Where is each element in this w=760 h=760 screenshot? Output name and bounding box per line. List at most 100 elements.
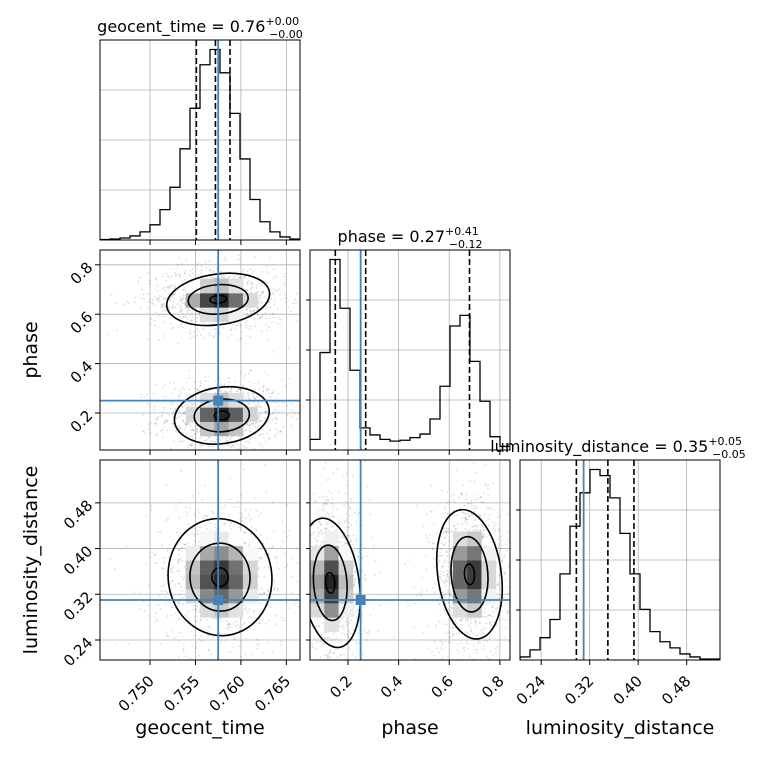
sample-point <box>259 602 261 604</box>
panel-title: luminosity_distance = 0.35+0.05 −0.05 <box>490 435 746 461</box>
sample-point <box>166 286 169 288</box>
sample-point <box>468 502 470 505</box>
sample-point <box>473 525 476 528</box>
sample-point <box>177 617 180 620</box>
sample-point <box>448 582 451 584</box>
sample-point <box>183 285 186 288</box>
sample-point <box>441 530 444 533</box>
sample-point <box>317 509 319 512</box>
sample-point <box>272 316 275 319</box>
sample-point <box>287 607 290 610</box>
sample-point <box>313 492 315 495</box>
sample-point <box>245 446 247 449</box>
sample-point <box>491 606 494 609</box>
sample-point <box>236 258 239 261</box>
sample-point <box>481 635 483 637</box>
sample-point <box>278 317 280 319</box>
sample-point <box>211 270 214 273</box>
histogram-step <box>100 48 300 240</box>
sample-point <box>307 610 309 612</box>
sample-point <box>286 504 289 506</box>
sample-point <box>153 422 156 425</box>
sample-point <box>475 662 477 664</box>
sample-point <box>288 377 291 380</box>
sample-point <box>480 496 482 499</box>
sample-point <box>211 617 214 620</box>
sample-point <box>261 314 264 317</box>
sample-point <box>243 542 246 545</box>
sample-point <box>188 507 191 510</box>
sample-point <box>330 492 333 495</box>
sample-point <box>223 259 225 262</box>
sample-point <box>305 533 307 535</box>
sample-point <box>286 564 289 567</box>
sample-point <box>245 327 248 329</box>
sample-point <box>430 484 433 487</box>
sample-point <box>319 523 322 526</box>
sample-point <box>356 609 359 612</box>
sample-point <box>481 536 484 539</box>
sample-point <box>465 667 467 669</box>
sample-point <box>444 641 447 644</box>
sample-point <box>283 595 285 597</box>
sample-point <box>473 504 476 507</box>
sample-point <box>262 290 265 293</box>
sample-point <box>318 521 321 523</box>
sample-point <box>278 287 280 290</box>
sample-point <box>479 642 482 645</box>
sample-point <box>449 613 452 616</box>
sample-point <box>267 590 270 592</box>
sample-point <box>356 539 359 542</box>
title-superscript: +0.00 <box>265 15 299 28</box>
sample-point <box>214 328 217 331</box>
sample-point <box>189 403 192 405</box>
sample-point <box>258 622 261 625</box>
sample-point <box>445 541 448 544</box>
sample-point <box>444 530 447 533</box>
sample-point <box>260 282 263 285</box>
x-tick-label: 0.48 <box>658 672 694 708</box>
sample-point <box>297 412 300 415</box>
sample-point <box>349 647 352 649</box>
sample-point <box>222 274 225 277</box>
sample-point <box>184 613 186 616</box>
sample-point <box>219 389 221 392</box>
sample-point <box>464 518 467 521</box>
sample-point <box>355 520 358 523</box>
sample-point <box>314 625 317 628</box>
sample-point <box>173 291 176 294</box>
sample-point <box>302 294 304 296</box>
sample-point <box>240 337 243 340</box>
panel-frame <box>99 249 301 451</box>
sample-point <box>357 555 359 558</box>
sample-point <box>341 647 344 649</box>
sample-point <box>363 460 366 463</box>
sample-point <box>287 611 289 613</box>
sample-point <box>239 517 242 520</box>
sample-point <box>261 652 264 654</box>
sample-point <box>257 642 260 645</box>
sample-point <box>186 610 189 613</box>
sample-point <box>459 506 461 509</box>
sample-point <box>444 512 447 515</box>
sample-point <box>167 305 170 308</box>
sample-point <box>240 517 243 520</box>
sample-point <box>187 542 190 545</box>
sample-point <box>170 614 173 617</box>
sample-point <box>257 566 260 569</box>
sample-point <box>263 678 265 680</box>
sample-point <box>182 643 185 646</box>
sample-point <box>318 663 320 665</box>
sample-point <box>246 289 249 292</box>
sample-point <box>125 545 127 548</box>
sample-point <box>354 540 357 543</box>
sample-point <box>145 393 148 396</box>
sample-point <box>154 553 157 555</box>
sample-point <box>460 618 462 621</box>
sample-point <box>444 580 447 583</box>
sample-point <box>174 600 177 603</box>
sample-point <box>291 575 294 578</box>
sample-point <box>324 461 327 464</box>
density-cell <box>338 574 354 590</box>
sample-point <box>308 554 310 556</box>
